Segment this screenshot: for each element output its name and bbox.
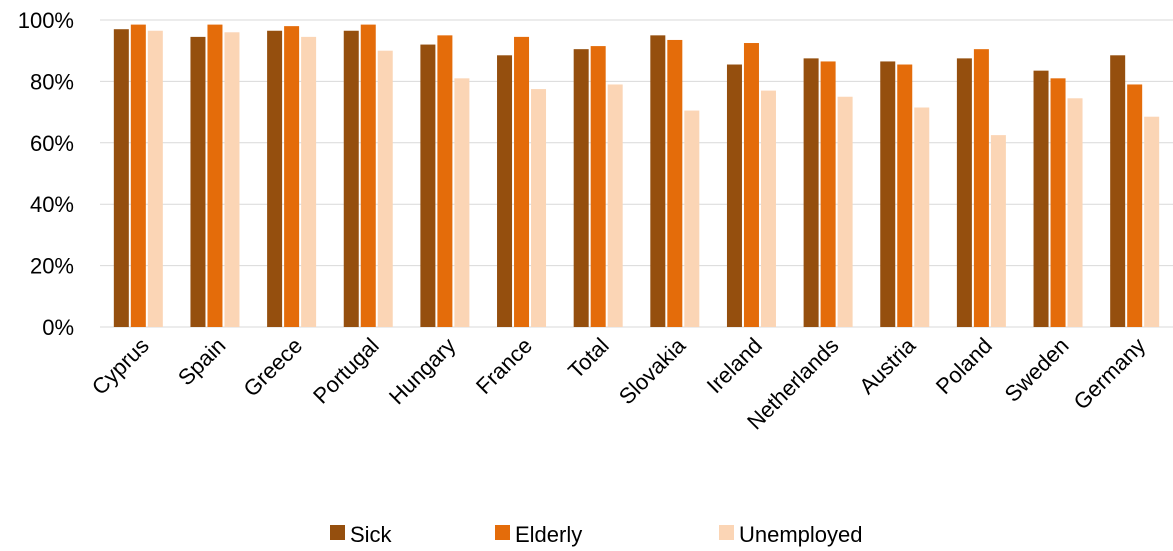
y-axis-tick-labels: 0% 20% 40% 60% 80% 100% (18, 8, 74, 340)
bar-sick-greece (267, 30, 283, 328)
bar-sick-cyprus (113, 29, 129, 328)
x-category-label: France (471, 333, 537, 399)
bar-elderly-greece (284, 26, 300, 327)
bar-sick-netherlands (803, 58, 819, 327)
legend-label: Elderly (515, 522, 582, 547)
bar-group-cyprus (113, 24, 163, 328)
bar-elderly-portugal (360, 24, 376, 327)
bar-elderly-total (590, 46, 606, 327)
bar-elderly-hungary (437, 35, 453, 327)
bar-elderly-netherlands (820, 61, 836, 327)
bar-elderly-germany (1127, 84, 1143, 327)
x-category-label: Slovakia (614, 332, 691, 409)
bar-group-spain (190, 24, 240, 327)
bar-group-slovakia (650, 35, 700, 328)
x-category-label: Germany (1069, 333, 1151, 415)
legend-swatch (330, 525, 345, 540)
legend-label: Unemployed (739, 522, 863, 547)
bar-group-portugal (343, 24, 393, 328)
y-tick-label: 40% (30, 192, 74, 217)
bar-sick-france (497, 55, 513, 328)
legend-swatch (495, 525, 510, 540)
bar-sick-portugal (343, 30, 359, 328)
bar-sick-spain (190, 36, 206, 327)
bars (113, 24, 1160, 328)
bar-sick-germany (1110, 55, 1126, 328)
bar-group-poland (956, 49, 1006, 327)
bar-unemployed-greece (301, 36, 317, 327)
bar-sick-austria (880, 61, 896, 327)
x-category-label: Greece (238, 333, 307, 402)
bar-unemployed-spain (224, 32, 240, 327)
legend-item-unemployed: Unemployed (719, 522, 863, 547)
bar-group-hungary (420, 35, 470, 328)
bar-sick-slovakia (650, 35, 666, 327)
bar-unemployed-ireland (760, 90, 776, 327)
bar-group-ireland (726, 43, 776, 328)
bar-group-germany (1110, 55, 1160, 328)
bar-elderly-slovakia (667, 39, 683, 328)
bar-unemployed-slovakia (684, 110, 700, 327)
y-tick-label: 0% (42, 315, 74, 340)
bar-sick-sweden (1033, 70, 1049, 327)
bar-unemployed-sweden (1067, 98, 1083, 327)
bar-unemployed-germany (1144, 116, 1160, 327)
bar-group-austria (880, 61, 930, 328)
bar-unemployed-netherlands (837, 96, 853, 327)
x-axis-category-labels: Cyprus Spain Greece Portugal Hungary France To… (87, 332, 1150, 434)
bar-unemployed-cyprus (147, 30, 163, 328)
y-tick-label: 60% (30, 131, 74, 156)
x-category-label: Hungary (384, 333, 460, 409)
legend-item-sick: Sick (330, 522, 393, 547)
x-category-label: Spain (173, 333, 230, 390)
bar-unemployed-poland (990, 135, 1006, 327)
bar-group-netherlands (803, 58, 853, 327)
bar-elderly-spain (207, 24, 223, 327)
legend: Sick Elderly Unemployed (330, 522, 863, 547)
bar-group-france (497, 36, 547, 328)
x-category-label: Ireland (702, 333, 767, 398)
bar-elderly-cyprus (130, 24, 146, 327)
x-category-label: Poland (931, 333, 997, 399)
bar-elderly-ireland (743, 43, 759, 328)
x-category-label: Total (563, 333, 614, 384)
x-category-label: Portugal (308, 333, 384, 409)
legend-label: Sick (350, 522, 393, 547)
x-category-label: Austria (854, 332, 921, 399)
bar-unemployed-hungary (454, 78, 470, 327)
bar-sick-total (573, 49, 589, 327)
y-tick-label: 80% (30, 69, 74, 94)
bar-group-sweden (1033, 70, 1083, 327)
bar-elderly-sweden (1050, 78, 1066, 327)
gridlines (100, 19, 1173, 328)
bar-elderly-poland (973, 49, 989, 327)
bar-sick-ireland (726, 64, 742, 327)
bar-unemployed-portugal (377, 50, 393, 327)
bar-group-greece (267, 26, 317, 328)
bar-unemployed-total (607, 84, 623, 327)
x-category-label: Cyprus (87, 333, 154, 400)
bar-elderly-france (514, 36, 530, 327)
x-category-label: Sweden (1000, 333, 1074, 407)
bar-sick-poland (956, 58, 972, 327)
legend-swatch (719, 525, 734, 540)
bar-elderly-austria (897, 64, 913, 327)
bar-group-total (573, 46, 623, 327)
bar-sick-hungary (420, 44, 436, 328)
bar-unemployed-austria (914, 107, 930, 328)
y-tick-label: 20% (30, 254, 74, 279)
bar-unemployed-france (531, 89, 547, 327)
y-tick-label: 100% (18, 8, 74, 33)
legend-item-elderly: Elderly (495, 522, 582, 547)
